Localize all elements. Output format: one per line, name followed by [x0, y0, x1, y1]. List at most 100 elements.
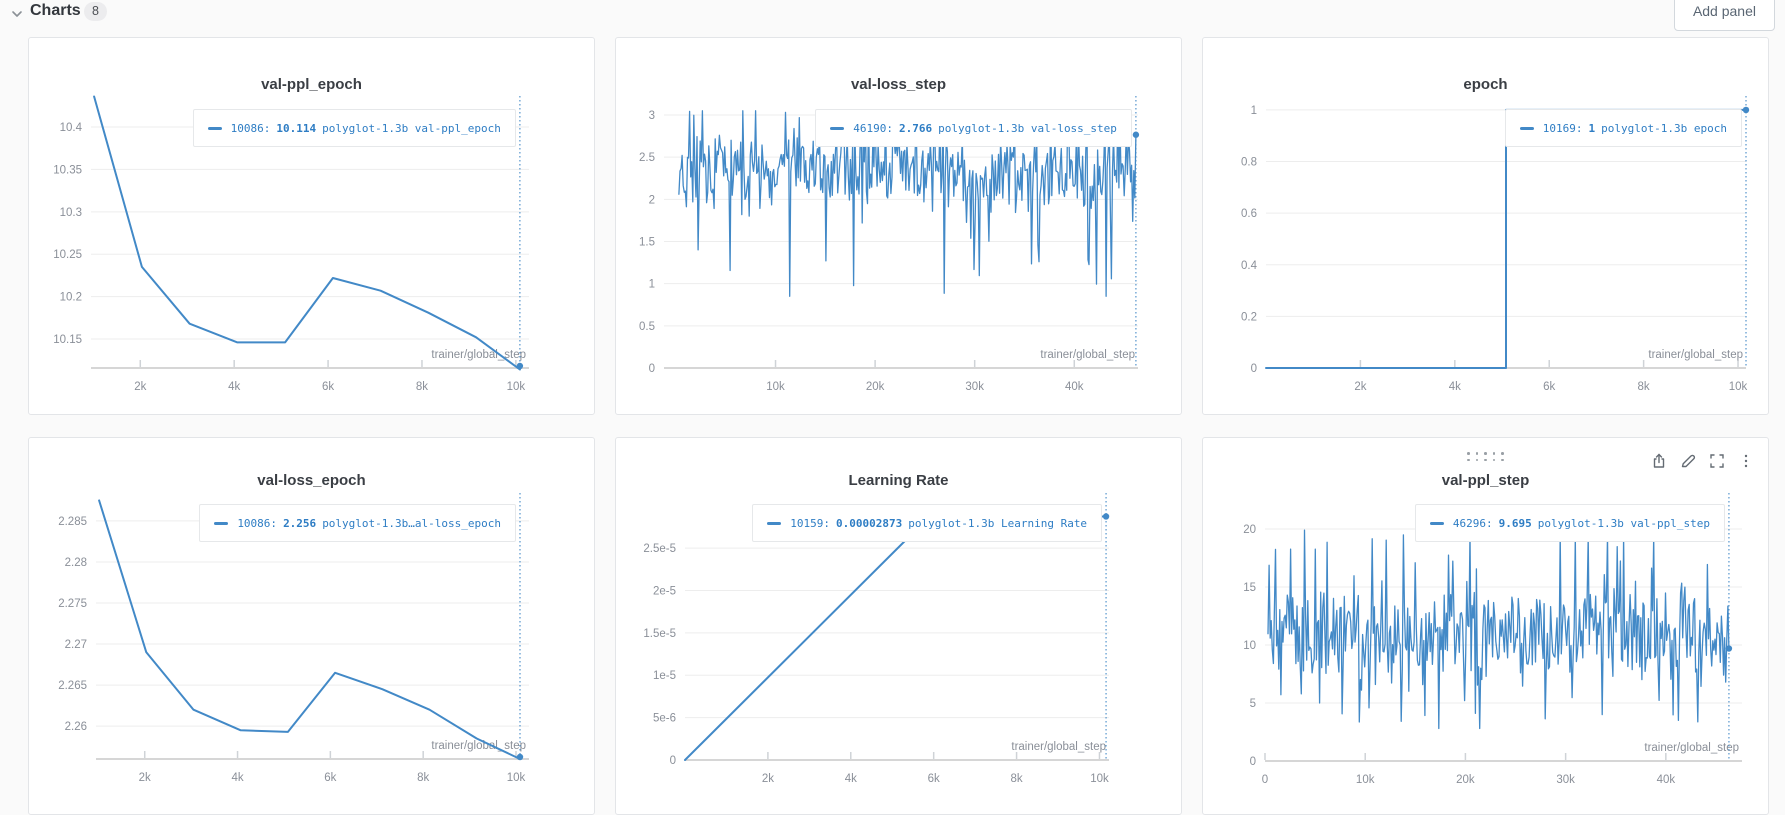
svg-text:10.25: 10.25	[53, 249, 82, 261]
svg-text:5: 5	[1250, 698, 1256, 710]
svg-text:4k: 4k	[1449, 381, 1461, 393]
svg-text:0: 0	[649, 363, 655, 375]
svg-text:30k: 30k	[1556, 774, 1575, 786]
legend-value: 2.766	[898, 121, 933, 135]
svg-text:trainer/global_step: trainer/global_step	[1040, 349, 1135, 361]
chart-panel-epoch[interactable]: 1 0.8 0.6 0.4 0.2 0 2k 4k 6k 8k 10k trainer/global_…	[1202, 37, 1769, 415]
svg-text:2.5: 2.5	[639, 152, 655, 164]
legend-line-swatch	[1519, 126, 1534, 130]
svg-text:0: 0	[1250, 756, 1256, 768]
svg-text:1.5: 1.5	[639, 236, 655, 248]
chart-legend: 10169: 1 polyglot-1.3b epoch	[1504, 109, 1742, 147]
legend-line-swatch	[214, 521, 229, 525]
svg-text:10.3: 10.3	[60, 207, 82, 219]
svg-text:0.8: 0.8	[1241, 157, 1257, 169]
svg-text:3: 3	[649, 110, 655, 122]
chart-title: val-loss_step	[850, 76, 947, 93]
chart-panel-val-loss-step[interactable]: 3 2.5 2 1.5 1 0.5 0 10k 20k 30k 40k trainer/global_…	[615, 37, 1182, 415]
svg-text:10.15: 10.15	[53, 334, 82, 346]
svg-text:40k: 40k	[1065, 381, 1084, 393]
legend-run-name: polyglot-1.3b val-ppl_epoch	[322, 121, 501, 135]
svg-text:10k: 10k	[766, 381, 785, 393]
section-title: Charts	[30, 2, 81, 19]
svg-text:0: 0	[1251, 363, 1257, 375]
legend-run-name: polyglot-1.3b val-loss_step	[938, 121, 1117, 135]
svg-text:2k: 2k	[762, 773, 774, 785]
chart-svg: 1 0.8 0.6 0.4 0.2 0 2k 4k 6k 8k 10k trainer/global_…	[1241, 96, 1750, 393]
svg-text:0.5: 0.5	[639, 321, 655, 333]
svg-text:20k: 20k	[866, 381, 885, 393]
kebab-menu-icon[interactable]	[1738, 453, 1754, 469]
chart-legend: 10086: 10.114 polyglot-1.3b val-ppl_epoc…	[192, 109, 516, 147]
legend-step: 10086:	[230, 121, 271, 135]
svg-text:10k: 10k	[507, 772, 526, 784]
svg-text:8k: 8k	[1638, 381, 1650, 393]
chart-panel-val-ppl-epoch[interactable]: 10.4 10.35 10.3 10.25 10.2 10.15 2k 4k 6k 8k 10k tr…	[28, 37, 595, 415]
svg-text:10.35: 10.35	[53, 164, 82, 176]
svg-text:2.5e-5: 2.5e-5	[643, 543, 676, 555]
svg-text:8k: 8k	[417, 772, 429, 784]
legend-line-swatch	[830, 126, 845, 130]
svg-text:0: 0	[670, 755, 676, 767]
svg-text:6k: 6k	[928, 773, 940, 785]
svg-text:1: 1	[1251, 105, 1257, 117]
svg-text:10k: 10k	[507, 381, 526, 393]
svg-text:6k: 6k	[1543, 381, 1555, 393]
svg-text:2.28: 2.28	[65, 557, 87, 569]
svg-text:trainer/global_step: trainer/global_step	[431, 740, 526, 752]
chart-panel-val-ppl-step[interactable]: 20 15 10 5 0 0 10k 20k 30k 40k trainer/global_step…	[1202, 437, 1769, 815]
svg-text:10.4: 10.4	[60, 122, 83, 134]
svg-text:20k: 20k	[1456, 774, 1475, 786]
panel-drag-handle[interactable]	[1465, 452, 1507, 461]
chevron-down-icon[interactable]	[10, 7, 24, 21]
chart-svg: 3 2.5 2 1.5 1 0.5 0 10k 20k 30k 40k trainer/global_…	[639, 96, 1140, 393]
svg-text:2k: 2k	[134, 381, 146, 393]
svg-text:8k: 8k	[416, 381, 428, 393]
chart-svg: 2.5e-5 2e-5 1.5e-5 1e-5 5e-6 0 2k 4k 6k 8k 10k trai…	[643, 493, 1110, 785]
chart-panel-learning-rate[interactable]: 2.5e-5 2e-5 1.5e-5 1e-5 5e-6 0 2k 4k 6k 8k 10k trai…	[615, 437, 1182, 815]
svg-text:2.27: 2.27	[65, 639, 87, 651]
svg-text:trainer/global_step: trainer/global_step	[1644, 742, 1739, 754]
chart-panel-val-loss-epoch[interactable]: 2.285 2.28 2.275 2.27 2.265 2.26 2k 4k 6k 8k 10k tr…	[28, 437, 595, 815]
svg-text:2k: 2k	[139, 772, 151, 784]
svg-text:4k: 4k	[231, 772, 243, 784]
svg-text:2: 2	[649, 194, 655, 206]
svg-text:8k: 8k	[1010, 773, 1022, 785]
svg-text:0.6: 0.6	[1241, 208, 1257, 220]
legend-step: 10086:	[237, 516, 278, 530]
edit-pencil-icon[interactable]	[1680, 453, 1696, 469]
legend-line-swatch	[767, 521, 782, 525]
legend-value: 2.256	[283, 516, 317, 530]
legend-value: 0.00002873	[836, 516, 903, 530]
svg-text:0.2: 0.2	[1241, 311, 1257, 323]
svg-text:6k: 6k	[322, 381, 334, 393]
svg-text:4k: 4k	[228, 381, 240, 393]
svg-text:trainer/global_step: trainer/global_step	[1011, 741, 1106, 753]
svg-text:trainer/global_step: trainer/global_step	[1648, 349, 1743, 361]
legend-run-name: polyglot-1.3b Learning Rate	[908, 516, 1088, 530]
fullscreen-icon[interactable]	[1709, 453, 1725, 469]
svg-text:1.5e-5: 1.5e-5	[643, 628, 676, 640]
add-panel-button[interactable]: Add panel	[1673, 0, 1775, 31]
svg-text:2.275: 2.275	[58, 598, 87, 610]
legend-value: 1	[1588, 121, 1596, 135]
svg-text:2.285: 2.285	[58, 516, 87, 528]
legend-step: 10159:	[790, 516, 831, 530]
legend-value: 10.114	[276, 121, 317, 135]
svg-text:1e-5: 1e-5	[653, 670, 676, 682]
charts-section-header: Charts 8 Add panel	[0, 0, 1785, 32]
chart-legend: 46296: 9.695 polyglot-1.3b val-ppl_step	[1414, 504, 1725, 542]
svg-text:20: 20	[1243, 524, 1256, 536]
chart-title: val-loss_epoch	[257, 472, 366, 489]
chart-title: val-ppl_epoch	[261, 76, 362, 93]
export-icon[interactable]	[1651, 453, 1667, 469]
svg-text:15: 15	[1243, 582, 1256, 594]
chart-title: val-ppl_step	[1441, 472, 1530, 489]
svg-text:4k: 4k	[845, 773, 857, 785]
chart-svg: 2.285 2.28 2.275 2.27 2.265 2.26 2k 4k 6k 8k 10k tr…	[58, 493, 529, 784]
chart-svg: 20 15 10 5 00 10k 20k 30k 40k trainer/global_step	[1243, 493, 1742, 786]
legend-run-name: polyglot-1.3b…al-loss_epoch	[322, 516, 501, 530]
svg-text:10k: 10k	[1090, 773, 1109, 785]
panel-actions	[1651, 453, 1754, 469]
svg-text:0.4: 0.4	[1241, 260, 1258, 272]
